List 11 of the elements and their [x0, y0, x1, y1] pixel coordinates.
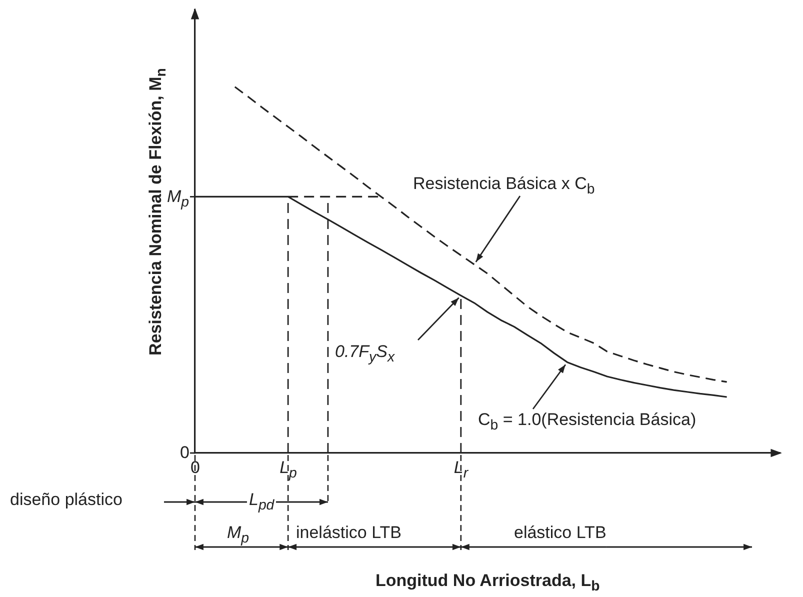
- text: inelástico LTB: [296, 523, 402, 542]
- annotation: 0.7F$_{y}$S$_{x}$: [335, 342, 395, 366]
- text: Longitud No Arriostrada, L$_{b}$: [376, 571, 600, 594]
- annotation: C$_{b}$ = 1.0(Resistencia Básica): [478, 410, 696, 434]
- text: 0: [180, 443, 190, 462]
- text: M$_{p}$: [227, 523, 250, 546]
- x-tick-label: L$_{r}$: [454, 458, 468, 482]
- text: elástico LTB: [514, 523, 606, 542]
- text: diseño plástico: [10, 490, 122, 509]
- text: M$_{p}$: [167, 186, 190, 210]
- annotation: Resistencia Básica x C$_{b}$: [413, 174, 595, 198]
